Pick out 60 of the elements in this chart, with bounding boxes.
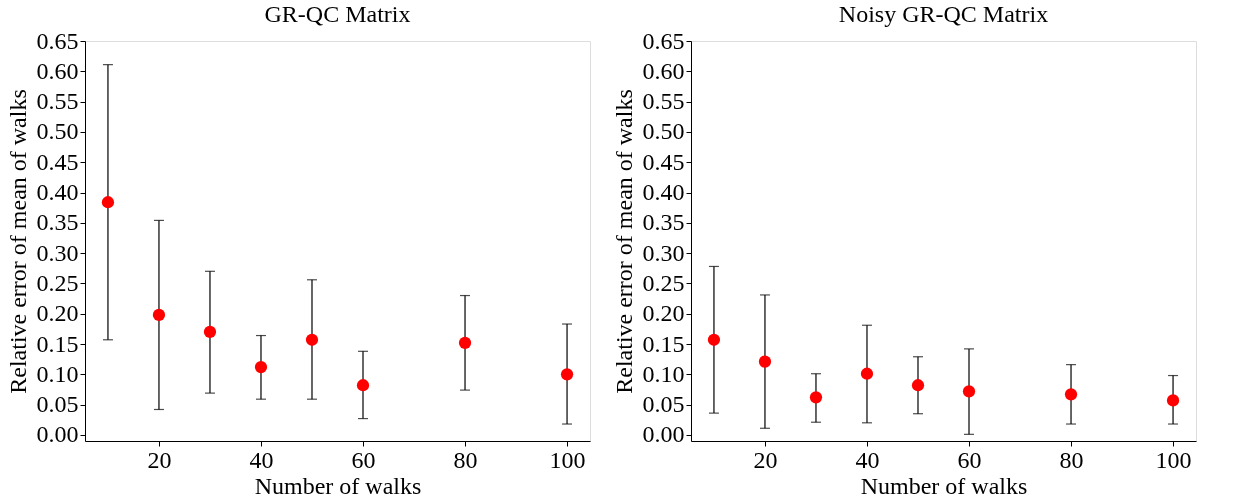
point (1064, 388, 1078, 401)
y-tick-label: 0.50 (36, 118, 79, 145)
y-tick-label: 0.05 (642, 391, 685, 418)
point (911, 379, 925, 392)
x-axis-title: Number of walks (254, 472, 422, 499)
x-tick-label: 20 (753, 446, 778, 473)
y-tick-label: 0.25 (642, 269, 685, 296)
y-tick-label: 0.05 (36, 391, 79, 418)
y-tick-label: 0.20 (642, 300, 685, 327)
y-tick-label: 0.15 (642, 330, 685, 357)
y-tick-label: 0.60 (642, 57, 685, 84)
point (707, 333, 721, 346)
y-tick-label: 0.40 (642, 179, 685, 206)
x-tick-label: 40 (855, 446, 880, 473)
x-tick-label: 80 (453, 446, 478, 473)
y-tick-label: 0.10 (642, 360, 685, 387)
y-tick-label: 0.45 (642, 148, 685, 175)
y-tick-label: 0.45 (36, 148, 79, 175)
point (860, 367, 874, 380)
y-tick-label: 0.35 (642, 209, 685, 236)
chart-title: Noisy GR-QC Matrix (838, 1, 1049, 27)
point (1166, 394, 1180, 407)
y-tick-label: 0.00 (642, 421, 685, 448)
x-tick-label: 40 (249, 446, 274, 473)
y-tick-label: 0.55 (642, 88, 685, 115)
x-tick-label: 100 (1155, 446, 1192, 473)
point (203, 325, 217, 339)
y-tick-label: 0.30 (36, 239, 79, 266)
y-tick-label: 0.55 (36, 88, 79, 115)
y-tick-label: 0.20 (36, 300, 79, 327)
point (254, 360, 268, 374)
x-axis-title: Number of walks (860, 472, 1028, 499)
point (101, 196, 115, 209)
y-tick-label: 0.65 (642, 27, 685, 54)
y-tick-label: 0.40 (36, 179, 79, 206)
x-tick-label: 80 (1059, 446, 1084, 473)
y-tick-label: 0.10 (36, 360, 79, 387)
point (305, 333, 319, 346)
y-tick-label: 0.00 (36, 421, 79, 448)
x-tick-label: 20 (147, 446, 172, 473)
y-tick-label: 0.50 (642, 118, 685, 145)
x-tick-label: 60 (957, 446, 982, 473)
y-tick-label: 0.60 (36, 57, 79, 84)
point (152, 308, 166, 322)
y-tick-label: 0.15 (36, 330, 79, 357)
y-axis-title: Relative error of mean of walks (610, 89, 637, 394)
point (758, 355, 772, 368)
point (962, 385, 976, 398)
point (458, 336, 472, 349)
x-tick-label: 100 (549, 446, 586, 473)
y-tick-label: 0.35 (36, 209, 79, 236)
point (560, 368, 574, 381)
y-axis-title: Relative error of mean of walks (4, 89, 31, 394)
point (356, 379, 370, 392)
y-tick-label: 0.65 (36, 27, 79, 54)
y-tick-label: 0.25 (36, 269, 79, 296)
chart-title: GR-QC Matrix (264, 1, 411, 27)
point (809, 391, 823, 404)
y-tick-label: 0.30 (642, 239, 685, 266)
x-tick-label: 60 (351, 446, 376, 473)
